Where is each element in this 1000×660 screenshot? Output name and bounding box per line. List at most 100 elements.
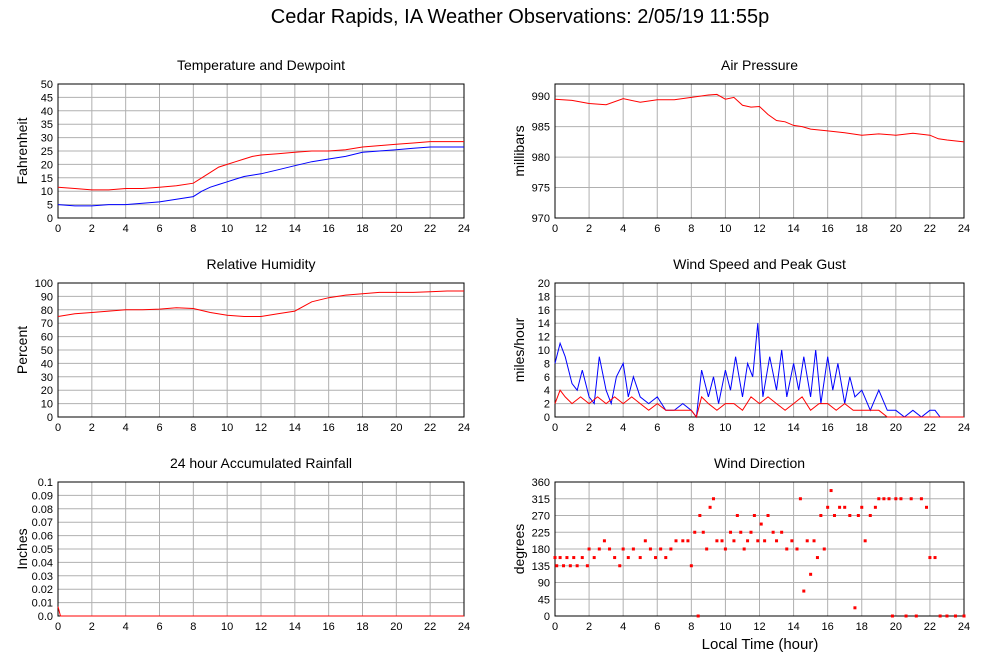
- wdir-xtick-label: 0: [552, 621, 558, 633]
- wind-ytick-label: 14: [538, 318, 550, 330]
- wdir-xtick-label: 4: [620, 621, 626, 633]
- wdir-ytick-label: 180: [532, 544, 550, 556]
- wdir-point: [659, 547, 663, 551]
- press-xtick-label: 24: [958, 223, 970, 235]
- wdir-point: [638, 556, 642, 560]
- temp-xtick-label: 16: [323, 223, 335, 235]
- wdir-point: [674, 539, 678, 543]
- temp-xtick-label: 6: [156, 223, 162, 235]
- rh-xtick-label: 20: [390, 422, 402, 434]
- rh-ytick-label: 0: [47, 412, 53, 424]
- wdir-point: [863, 539, 867, 543]
- wdir-plot-frame: [554, 481, 965, 617]
- wind-xtick-label: 4: [620, 422, 626, 434]
- wdir-point: [771, 530, 775, 534]
- wdir-point: [715, 539, 719, 543]
- wdir-point: [815, 556, 819, 560]
- temp-xtick-label: 0: [55, 223, 61, 235]
- rain-xtick-label: 10: [221, 621, 233, 633]
- wdir-point: [555, 564, 559, 568]
- temp-xtick-label: 10: [221, 223, 233, 235]
- rh-xtick-label: 8: [190, 422, 196, 434]
- wdir-ytick-label: 90: [538, 578, 550, 590]
- wdir-xtick-label: 10: [719, 621, 731, 633]
- press-title: Air Pressure: [721, 57, 798, 73]
- rain-ytick-label: 0.0: [38, 611, 53, 623]
- wdir-point: [585, 564, 589, 568]
- wdir-point: [732, 539, 736, 543]
- wind-ytick-label: 6: [544, 372, 550, 384]
- rain-ytick-label: 0.07: [32, 517, 53, 529]
- rh-ytick-label: 20: [41, 385, 53, 397]
- wdir-point: [919, 497, 923, 501]
- wdir-point: [693, 530, 697, 534]
- wdir-point: [904, 614, 908, 618]
- wdir-point: [843, 505, 847, 509]
- wdir-point: [592, 556, 596, 560]
- rh-ytick-label: 60: [41, 332, 53, 344]
- wdir-point: [790, 539, 794, 543]
- wdir-point: [953, 614, 957, 618]
- temp-xtick-label: 4: [123, 223, 129, 235]
- wdir-point: [729, 530, 733, 534]
- temp-ytick-label: 5: [47, 200, 53, 212]
- wdir-point: [608, 547, 612, 551]
- temp-xtick-label: 12: [255, 223, 267, 235]
- wdir-point: [572, 556, 576, 560]
- wdir-point: [856, 514, 860, 517]
- wind-xtick-label: 16: [822, 422, 834, 434]
- wdir-point: [759, 522, 763, 526]
- wdir-point: [681, 539, 685, 543]
- press-xtick-label: 16: [822, 223, 834, 235]
- wind-xtick-label: 22: [924, 422, 936, 434]
- wdir-xtick-label: 6: [654, 621, 660, 633]
- wdir-xtick-label: 12: [753, 621, 765, 633]
- wdir-point: [621, 547, 625, 551]
- temp-ytick-label: 20: [41, 159, 53, 171]
- wdir-point: [805, 539, 809, 543]
- press-xtick-label: 10: [719, 223, 731, 235]
- wdir-point: [890, 614, 894, 618]
- wdir-point: [643, 539, 647, 543]
- rain-xtick-label: 24: [458, 621, 470, 633]
- wind-ytick-label: 12: [538, 332, 550, 344]
- press-ylabel: millibars: [511, 125, 527, 176]
- wdir-point: [887, 497, 891, 501]
- rh-ylabel: Percent: [14, 326, 30, 374]
- wdir-point: [756, 539, 760, 543]
- wdir-point: [802, 589, 806, 593]
- rh-ytick-label: 40: [41, 358, 53, 370]
- wdir-point: [882, 497, 886, 501]
- wind-series-line-0: [554, 323, 964, 419]
- wdir-point: [613, 556, 617, 560]
- wdir-point: [938, 614, 942, 618]
- temp-ylabel: Fahrenheit: [14, 117, 30, 184]
- rain-ytick-label: 0.09: [32, 490, 53, 502]
- wind-xtick-label: 2: [586, 422, 592, 434]
- rh-title: Relative Humidity: [207, 256, 316, 272]
- wdir-point: [873, 505, 877, 509]
- temp-xtick-label: 24: [458, 223, 470, 235]
- wdir-point: [689, 564, 693, 568]
- wdir-ytick-label: 360: [532, 477, 550, 489]
- wdir-ytick-label: 135: [532, 561, 550, 573]
- rh-xtick-label: 10: [221, 422, 233, 434]
- temp-xtick-label: 22: [424, 223, 436, 235]
- wdir-xtick-label: 22: [924, 621, 936, 633]
- temp-title: Temperature and Dewpoint: [177, 57, 345, 73]
- wind-xtick-label: 10: [719, 422, 731, 434]
- rh-xtick-label: 22: [424, 422, 436, 434]
- wdir-point: [739, 530, 743, 534]
- wdir-point: [899, 497, 903, 501]
- wdir-ylabel: degrees: [511, 524, 527, 575]
- wdir-point: [819, 514, 823, 517]
- wind-xtick-label: 24: [958, 422, 970, 434]
- wdir-point: [742, 547, 746, 551]
- press-ytick-label: 985: [532, 122, 550, 134]
- wdir-point: [945, 614, 949, 618]
